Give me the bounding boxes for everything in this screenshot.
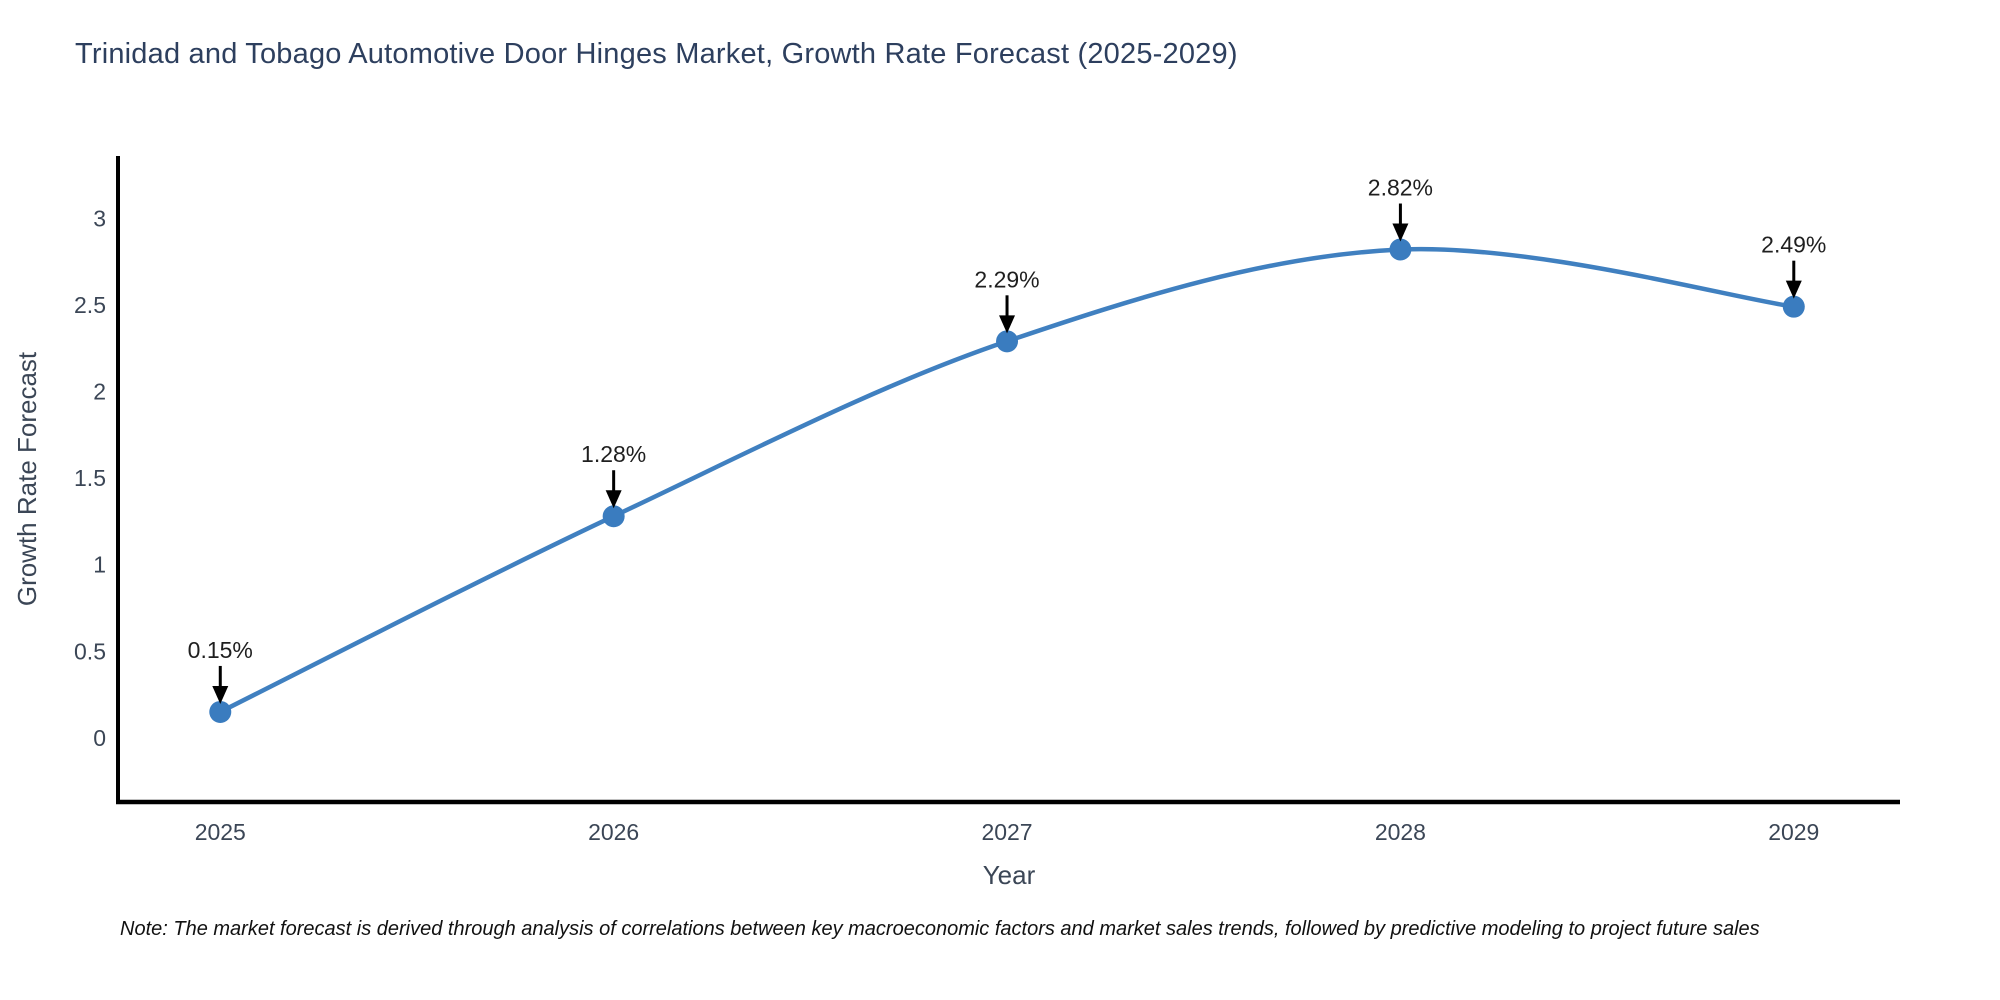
x-axis-title: Year [983, 860, 1036, 890]
data-point-marker [209, 700, 232, 723]
y-axis-title: Growth Rate Forecast [12, 351, 42, 606]
annotation-arrowhead [212, 685, 229, 704]
data-label: 1.28% [581, 441, 646, 467]
data-label: 2.49% [1761, 232, 1826, 258]
data-point-marker [602, 505, 625, 528]
y-tick-label: 2.5 [74, 292, 106, 318]
y-tick-label: 0.5 [74, 638, 106, 664]
x-tick-label: 2027 [981, 819, 1032, 845]
y-tick-label: 2 [93, 379, 106, 405]
y-tick-label: 0 [93, 725, 106, 751]
data-label: 2.29% [974, 266, 1039, 292]
y-tick-label: 1.5 [74, 465, 106, 491]
y-tick-label: 3 [93, 205, 106, 231]
data-point-marker [996, 330, 1019, 353]
data-point-marker [1389, 238, 1412, 261]
y-tick-label: 1 [93, 552, 106, 578]
data-point-marker [1782, 295, 1805, 318]
x-tick-label: 2025 [195, 819, 246, 845]
x-tick-label: 2026 [588, 819, 639, 845]
annotation-arrowhead [999, 315, 1016, 334]
x-tick-label: 2029 [1768, 819, 1819, 845]
chart-title: Trinidad and Tobago Automotive Door Hing… [75, 38, 1238, 70]
data-label: 2.82% [1368, 175, 1433, 201]
footnote: Note: The market forecast is derived thr… [120, 918, 1760, 940]
annotation-arrowhead [605, 490, 622, 509]
data-label: 0.15% [188, 637, 253, 663]
x-tick-label: 2028 [1375, 819, 1426, 845]
annotation-arrowhead [1785, 280, 1802, 299]
annotation-arrowhead [1392, 223, 1409, 242]
